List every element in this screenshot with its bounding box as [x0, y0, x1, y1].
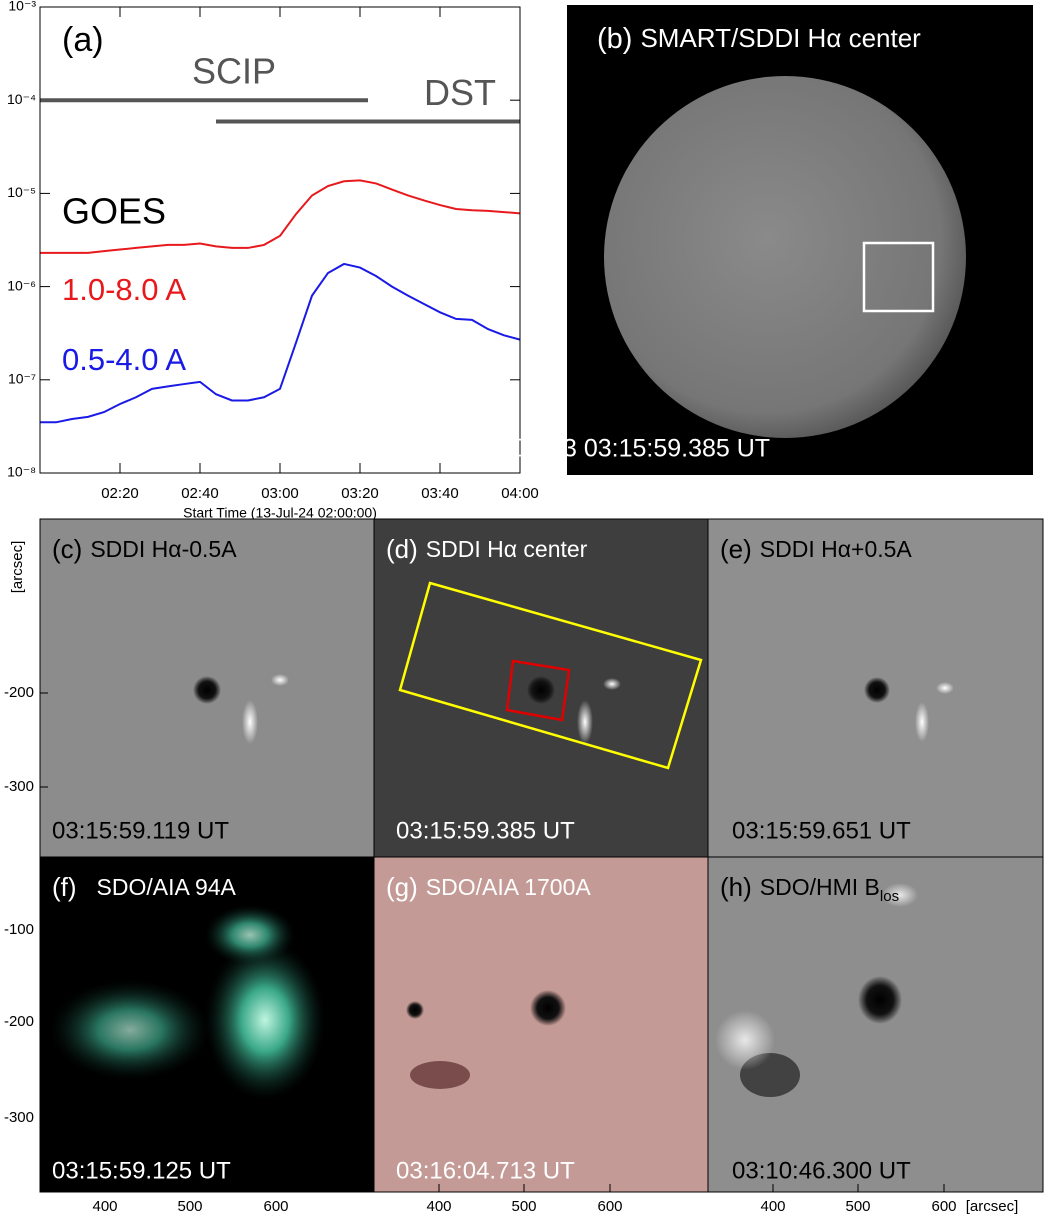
panel-label: (c) [52, 534, 82, 564]
panel-label: (d) [386, 534, 418, 564]
features [50, 674, 954, 1100]
panel-time: 03:16:04.713 UT [396, 1157, 575, 1184]
legend-title: GOES [62, 191, 166, 232]
panel-time: 2024-07-13 03:15:59.385 UT [449, 435, 770, 463]
series-line [40, 262, 521, 424]
legend-entry: 0.5-4.0 A [62, 342, 186, 377]
panel-name: SDO/HMI B [760, 874, 880, 900]
image-x-tick-label: 600 [931, 1198, 956, 1215]
region-box [862, 241, 935, 313]
image-y-tick-label: -100 [4, 921, 34, 938]
series-line [40, 179, 521, 254]
image-x-tick-label: 600 [263, 1198, 288, 1215]
panel-title: (f) SDO/AIA 94A [52, 872, 237, 902]
y-tick-label: 10⁻⁴ [7, 91, 36, 107]
x-tick-label: 03:40 [421, 485, 459, 502]
y-tick-label: 10⁻⁷ [8, 371, 36, 387]
panel-title: (g) SDO/AIA 1700A [386, 872, 591, 902]
panel-label: (f) [52, 872, 77, 902]
goes-panel: 10⁻⁸ 10⁻⁷ 10⁻⁶ 10⁻⁵ 10⁻⁴ 10⁻³ 02:20 02:40 03:00 0… [7, 0, 539, 521]
x-axis-label: Start Time (13-Jul-24 02:00:00) [183, 505, 377, 521]
panel-subscript: los [880, 888, 899, 905]
panel-title: (c) SDDI Hα-0.5A [52, 534, 237, 564]
y-tick-label: 10⁻⁶ [7, 277, 36, 293]
image-y-tick-label: -200 [4, 1013, 34, 1030]
panel-title: (e) SDDI Hα+0.5A [720, 534, 912, 564]
panel-label: (h) [720, 872, 752, 902]
image-x-tick-label: 500 [177, 1198, 202, 1215]
image-y-tick-label: -300 [4, 778, 34, 795]
image-x-tick-label: 600 [597, 1198, 622, 1215]
image-x-tick-label: 400 [760, 1198, 785, 1215]
panel-name: SMART/SDDI Hα center [640, 23, 921, 53]
panel-time: 03:15:59.125 UT [52, 1157, 231, 1184]
panel-name: SDDI Hα center [426, 536, 588, 562]
panel-name: SDDI Hα+0.5A [760, 536, 913, 562]
image-x-tick-label: 400 [426, 1198, 451, 1215]
panel-label: (e) [720, 534, 752, 564]
panel-label: (b) [597, 23, 632, 55]
image-y-tick-label: -300 [4, 1109, 34, 1126]
image-x-unit: [arcsec] [966, 1198, 1019, 1215]
panel-title: (b) SMART/SDDI Hα center [597, 23, 921, 55]
y-tick-label: 10⁻⁸ [7, 464, 36, 480]
panel-label: (a) [62, 21, 104, 59]
interval-label: DST [424, 72, 496, 113]
panel-name: SDO/AIA 1700A [426, 874, 592, 900]
x-tick-label: 03:00 [261, 485, 299, 502]
yellow-box [398, 581, 703, 770]
image-x-tick-label: 400 [92, 1198, 117, 1215]
image-x-tick-label: 500 [845, 1198, 870, 1215]
image-y-unit: [arcsec] [9, 541, 26, 594]
interval-label: SCIP [192, 51, 276, 92]
panel-title: (h) SDO/HMI Blos [720, 872, 899, 905]
red-box [505, 659, 571, 722]
panel-label: (g) [386, 872, 418, 902]
image-frames [39, 518, 1044, 1193]
sun-disk [604, 76, 966, 438]
panel-name: SDDI Hα-0.5A [90, 536, 237, 562]
panel-time: 03:10:46.300 UT [732, 1157, 911, 1184]
panel-time: 03:15:59.651 UT [732, 817, 911, 844]
legend-entry: 1.0-8.0 A [62, 272, 186, 307]
y-tick-label: 10⁻⁵ [7, 184, 36, 200]
image-x-tick-label: 500 [511, 1198, 536, 1215]
panel-time: 03:15:59.385 UT [396, 817, 575, 844]
x-tick-label: 02:40 [181, 485, 219, 502]
panel-time: 03:15:59.119 UT [52, 817, 229, 844]
panel-title: (d) SDDI Hα center [386, 534, 588, 564]
image-y-tick-label: -200 [4, 684, 34, 701]
plot-frame [39, 6, 521, 474]
y-tick-label: 10⁻³ [8, 0, 36, 14]
panel-name: SDO/AIA 94A [97, 874, 237, 900]
x-tick-label: 04:00 [501, 485, 539, 502]
x-tick-label: 02:20 [101, 485, 139, 502]
x-tick-label: 03:20 [341, 485, 379, 502]
